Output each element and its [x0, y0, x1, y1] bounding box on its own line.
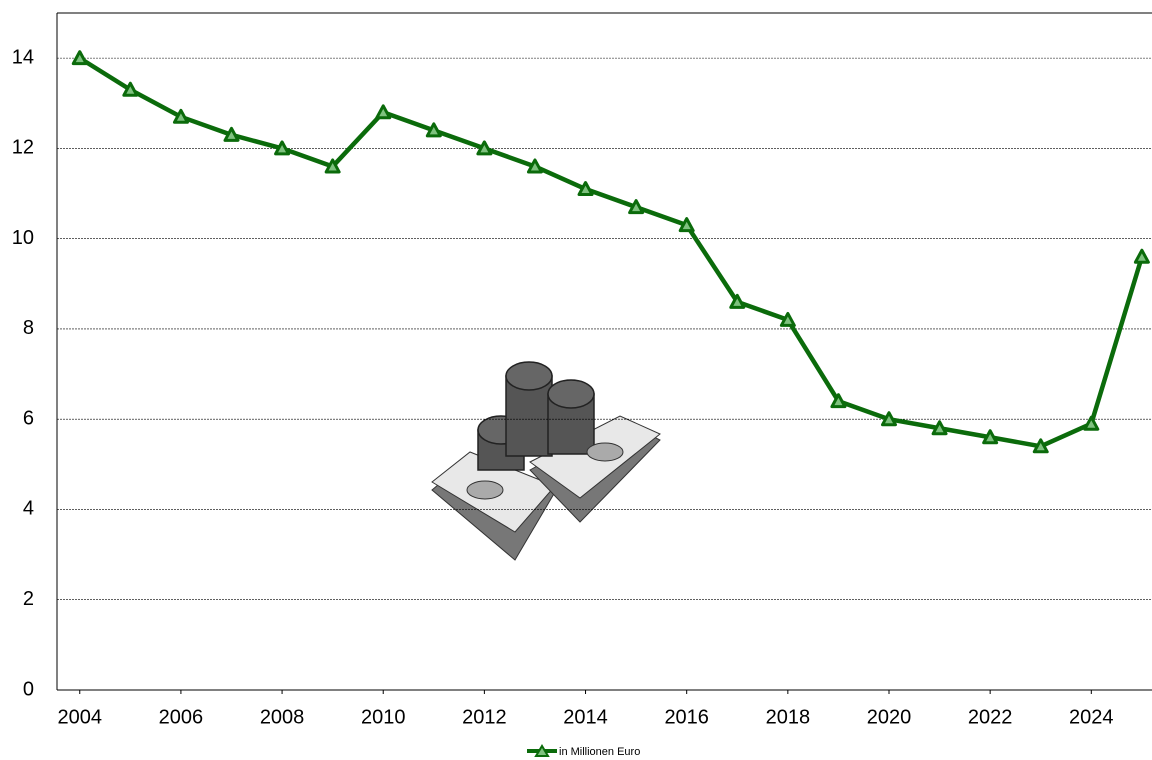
legend-marker [534, 744, 550, 757]
data-point [71, 50, 88, 66]
x-tick-label: 2020 [867, 706, 912, 728]
x-tick-label: 2016 [664, 706, 709, 728]
money-clipart [431, 361, 661, 561]
data-point [223, 126, 240, 142]
data-point [425, 122, 442, 138]
data-point [1133, 248, 1150, 264]
y-tick-label: 0 [23, 678, 34, 700]
data-point [476, 140, 493, 156]
x-tick-label: 2004 [58, 706, 103, 728]
data-point [628, 199, 645, 215]
x-tick-label: 2010 [361, 706, 406, 728]
data-point [1032, 438, 1049, 454]
data-point [375, 104, 392, 120]
x-tick-label: 2018 [766, 706, 811, 728]
data-point [526, 158, 543, 174]
y-tick-label: 4 [23, 498, 34, 520]
legend-label: in Millionen Euro [559, 746, 640, 758]
data-point [122, 81, 139, 97]
x-tick-label: 2014 [563, 706, 608, 728]
y-tick-label: 12 [12, 137, 34, 159]
x-tick-label: 2006 [159, 706, 204, 728]
data-point [678, 217, 695, 233]
y-tick-label: 14 [12, 46, 34, 68]
data-point [577, 181, 594, 197]
data-point [779, 311, 796, 327]
x-tick-label: 2008 [260, 706, 305, 728]
x-tick-label: 2022 [968, 706, 1013, 728]
data-point [324, 158, 341, 174]
x-tick-label: 2012 [462, 706, 507, 728]
y-tick-label: 6 [23, 407, 34, 429]
data-point [1083, 415, 1100, 431]
legend: in Millionen Euro [527, 744, 640, 758]
data-point [729, 293, 746, 309]
y-tick-label: 8 [23, 317, 34, 339]
data-point [931, 420, 948, 436]
data-point [880, 411, 897, 427]
series-line [78, 56, 1145, 449]
x-tick-label: 2024 [1069, 706, 1114, 728]
data-point [172, 108, 189, 124]
data-point [982, 429, 999, 445]
data-point [274, 140, 291, 156]
y-tick-label: 2 [23, 588, 34, 610]
y-tick-label: 10 [12, 227, 34, 249]
data-point [830, 393, 847, 409]
